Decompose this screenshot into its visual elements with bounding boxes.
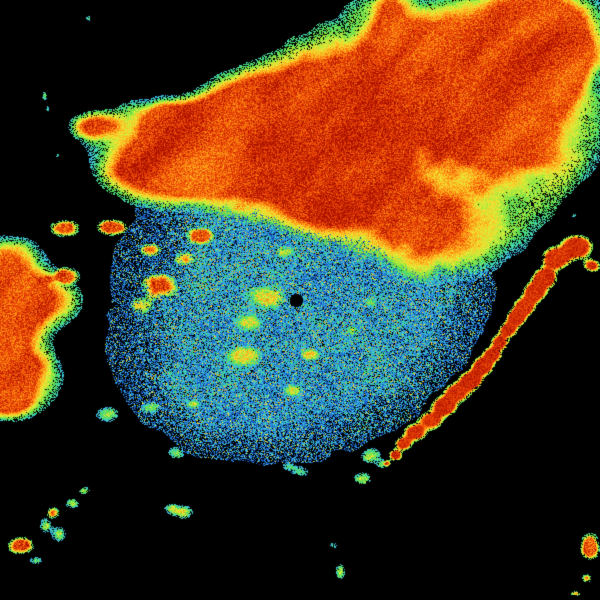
radar-display xyxy=(0,0,600,600)
radar-reflectivity-image xyxy=(0,0,600,600)
